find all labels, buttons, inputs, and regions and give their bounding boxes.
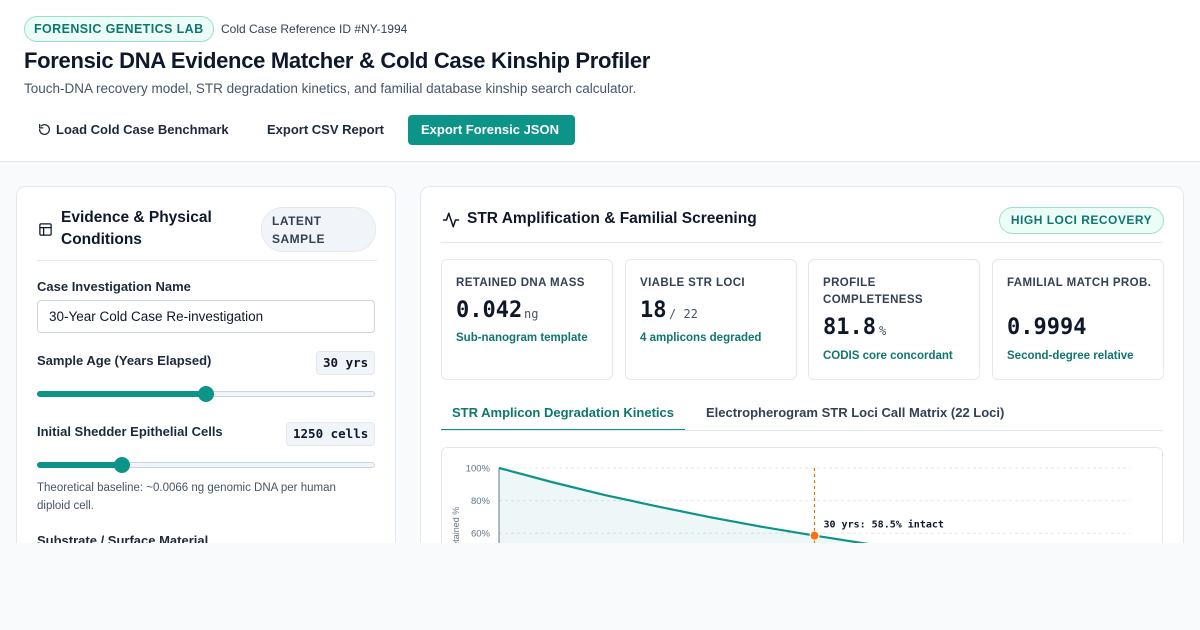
- metric-unit: / 22: [669, 307, 698, 321]
- load-benchmark-label: Load Cold Case Benchmark: [56, 122, 229, 137]
- case-reference: Cold Case Reference ID #NY-1994: [221, 22, 408, 36]
- shedder-cells-slider[interactable]: [37, 457, 375, 473]
- substrate-label: Substrate / Surface Material: [37, 533, 209, 543]
- metric-card-dna-mass: RETAINED DNA MASS 0.042 ng Sub-nanogram …: [441, 259, 613, 380]
- baseline-hint: Theoretical baseline: ~0.0066 ng genomic…: [37, 482, 336, 512]
- page-title: Forensic DNA Evidence Matcher & Cold Cas…: [24, 48, 651, 73]
- metric-value: 0.9994: [1007, 315, 1087, 340]
- metric-card-str-loci: VIABLE STR LOCI 18 / 22 4 amplicons degr…: [625, 259, 797, 380]
- degradation-chart: 100% 80% 60% Template Retained % 30 yrs: 58.…: [441, 447, 1163, 543]
- y-axis-label: Template Retained %: [451, 507, 461, 543]
- metric-footnote: CODIS core concordant: [823, 350, 953, 362]
- metric-card-familial-match: FAMILIAL MATCH PROB. 0.9994 Second-degre…: [992, 259, 1164, 380]
- sample-type-badge: LATENT SAMPLE: [261, 207, 376, 252]
- metric-unit: ng: [524, 307, 539, 321]
- sample-age-slider[interactable]: [37, 386, 375, 402]
- metric-unit: %: [879, 324, 887, 338]
- tab-degradation-kinetics[interactable]: STR Amplicon Degradation Kinetics: [441, 401, 685, 431]
- case-name-input[interactable]: [37, 300, 375, 333]
- y-tick-label: 60%: [471, 529, 491, 540]
- refresh-icon: [38, 123, 50, 135]
- panel-title: Evidence & Physical Conditions: [61, 209, 212, 248]
- evidence-conditions-panel: Evidence & Physical Conditions LATENT SA…: [16, 186, 396, 543]
- sample-age-label: Sample Age (Years Elapsed): [37, 353, 212, 368]
- str-screening-panel: STR Amplification & Familial Screening H…: [420, 186, 1184, 543]
- export-json-button[interactable]: Export Forensic JSON: [408, 115, 575, 145]
- series-area: [499, 468, 862, 543]
- metric-value: 0.042: [456, 298, 523, 323]
- recovery-status-badge: HIGH LOCI RECOVERY: [999, 207, 1164, 234]
- panel-title: STR Amplification & Familial Screening: [467, 210, 757, 227]
- activity-icon: [442, 212, 460, 228]
- annotation-marker: [809, 530, 820, 541]
- load-benchmark-button[interactable]: Load Cold Case Benchmark: [30, 115, 242, 145]
- divider: [37, 260, 377, 261]
- metric-value: 18: [640, 298, 667, 323]
- slider-thumb[interactable]: [198, 386, 214, 402]
- y-tick-label: 80%: [471, 496, 491, 507]
- shedder-cells-label: Initial Shedder Epithelial Cells: [37, 424, 223, 439]
- tab-underline: [441, 430, 1163, 431]
- export-csv-button[interactable]: Export CSV Report: [267, 122, 385, 137]
- metric-footnote: Second-degree relative: [1007, 350, 1134, 362]
- annotation-label: 30 yrs: 58.5% intact: [824, 519, 944, 531]
- metric-value: 81.8: [823, 315, 876, 340]
- metric-card-completeness: PROFILE COMPLETENESS 81.8 % CODIS core c…: [808, 259, 980, 380]
- page-subtitle: Touch-DNA recovery model, STR degradatio…: [24, 81, 637, 96]
- metric-label: RETAINED DNA MASS: [456, 277, 585, 289]
- degradation-chart-svg: 100% 80% 60% Template Retained % 30 yrs: 58.…: [451, 464, 1130, 543]
- metric-label: FAMILIAL MATCH PROB.: [1007, 277, 1152, 289]
- metric-label: VIABLE STR LOCI: [640, 277, 746, 289]
- app-header: FORENSIC GENETICS LAB Cold Case Referenc…: [0, 0, 1200, 162]
- metric-footnote: 4 amplicons degraded: [640, 332, 762, 344]
- metric-footnote: Sub-nanogram template: [456, 332, 588, 344]
- sample-age-value: 30 yrs: [316, 351, 376, 375]
- shedder-cells-value: 1250 cells: [286, 422, 376, 446]
- lab-badge: FORENSIC GENETICS LAB: [24, 16, 214, 42]
- tab-loci-call-matrix[interactable]: Electropherogram STR Loci Call Matrix (2…: [706, 405, 1005, 420]
- layout-icon: [39, 223, 52, 236]
- slider-thumb[interactable]: [113, 457, 130, 473]
- divider: [441, 242, 1163, 243]
- y-tick-label: 100%: [466, 464, 491, 475]
- series-line: [498, 466, 870, 543]
- metric-label: PROFILE COMPLETENESS: [823, 277, 924, 306]
- case-name-label: Case Investigation Name: [37, 279, 191, 294]
